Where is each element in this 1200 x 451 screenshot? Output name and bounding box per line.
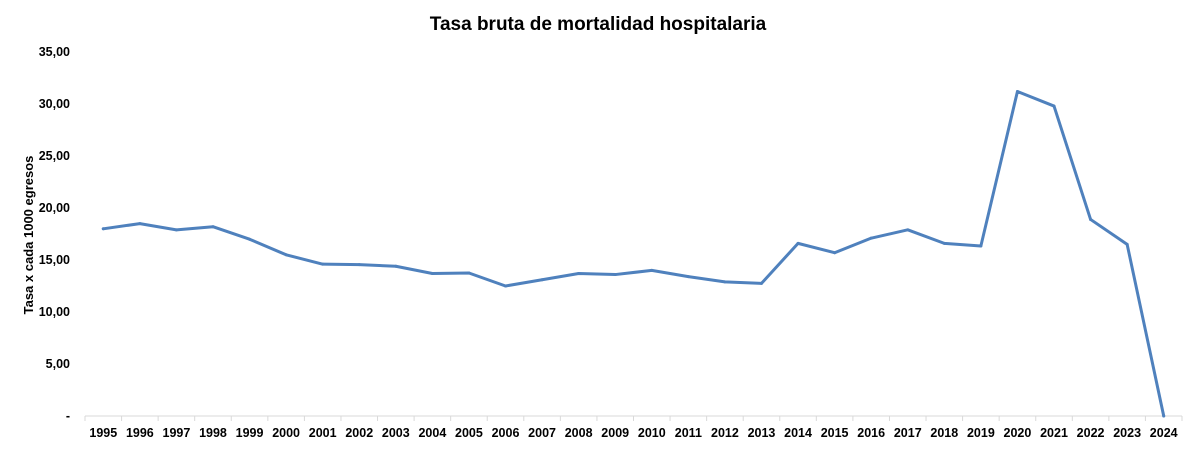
data-point: [540, 278, 544, 282]
data-point: [138, 222, 142, 226]
y-tick-label: 30,00: [39, 97, 70, 111]
x-tick-label: 2019: [967, 426, 995, 440]
x-tick-label: 1996: [126, 426, 154, 440]
x-tick-label: 2015: [821, 426, 849, 440]
x-tick-label: 1997: [163, 426, 191, 440]
y-tick-label: -: [66, 409, 70, 423]
x-tick-label: 2011: [675, 426, 702, 440]
x-tick-label: 2014: [784, 426, 812, 440]
data-point: [979, 244, 983, 248]
data-point: [284, 253, 288, 257]
x-tick-label: 2006: [492, 426, 520, 440]
series-layer: [101, 90, 1166, 418]
data-point: [394, 264, 398, 268]
data-point: [650, 268, 654, 272]
data-point: [1162, 414, 1166, 418]
data-point: [174, 228, 178, 232]
x-tick-label: 2023: [1113, 426, 1141, 440]
data-point: [1089, 217, 1093, 221]
data-point: [942, 241, 946, 245]
x-tick-label: 2017: [894, 426, 922, 440]
x-tick-label: 2004: [418, 426, 446, 440]
x-tick-label: 2003: [382, 426, 410, 440]
data-point: [430, 272, 434, 276]
x-tick-label: 2022: [1077, 426, 1105, 440]
series-line: [101, 90, 1166, 418]
x-tick-label: 2000: [272, 426, 300, 440]
data-point: [686, 275, 690, 279]
x-tick-label: 2018: [930, 426, 958, 440]
data-point: [577, 272, 581, 276]
data-point: [1015, 90, 1019, 94]
data-point: [796, 241, 800, 245]
y-axis-label: Tasa x cada 1000 egresos: [21, 156, 36, 315]
x-tick-label: 2024: [1150, 426, 1178, 440]
x-tick-label: 2016: [857, 426, 885, 440]
data-point: [101, 227, 105, 231]
x-tick-label: 2002: [345, 426, 373, 440]
data-point: [357, 263, 361, 267]
data-point: [1052, 104, 1056, 108]
x-tick-label: 2007: [528, 426, 556, 440]
data-point: [467, 271, 471, 275]
x-tick-label: 2001: [309, 426, 337, 440]
x-axis-ticks: 1995 1996 1997 1998 1999 2000 2001 2002 2003 2004…: [84, 416, 1183, 440]
x-tick-label: 2012: [711, 426, 739, 440]
data-point: [869, 236, 873, 240]
data-point: [321, 262, 325, 266]
x-tick-label: 1995: [89, 426, 117, 440]
data-point: [248, 237, 252, 241]
y-tick-label: 25,00: [39, 149, 70, 163]
x-tick-label: 2013: [748, 426, 776, 440]
x-tick-label: 2009: [601, 426, 629, 440]
chart-title: Tasa bruta de mortalidad hospitalaria: [430, 14, 767, 35]
data-point: [211, 225, 215, 229]
y-tick-label: 15,00: [39, 253, 70, 267]
x-tick-label: 2005: [455, 426, 483, 440]
x-tick-label: 2020: [1004, 426, 1032, 440]
y-tick-label: 20,00: [39, 201, 70, 215]
y-axis-ticks: - 5,00 10,00 15,00 20,00 25,00 30,00 35,00: [39, 45, 70, 423]
x-tick-label: 2008: [565, 426, 593, 440]
data-point: [723, 280, 727, 284]
x-tick-label: 1999: [236, 426, 264, 440]
data-point: [833, 251, 837, 255]
y-tick-label: 35,00: [39, 45, 70, 59]
x-tick-label: 1998: [199, 426, 227, 440]
data-point: [759, 281, 763, 285]
y-tick-label: 5,00: [46, 357, 70, 371]
x-tick-label: 2010: [638, 426, 666, 440]
y-tick-label: 10,00: [39, 305, 70, 319]
data-point: [504, 284, 508, 288]
x-tick-label: 2021: [1040, 426, 1068, 440]
data-point: [906, 228, 910, 232]
data-point: [1125, 242, 1129, 246]
data-point: [613, 273, 617, 277]
